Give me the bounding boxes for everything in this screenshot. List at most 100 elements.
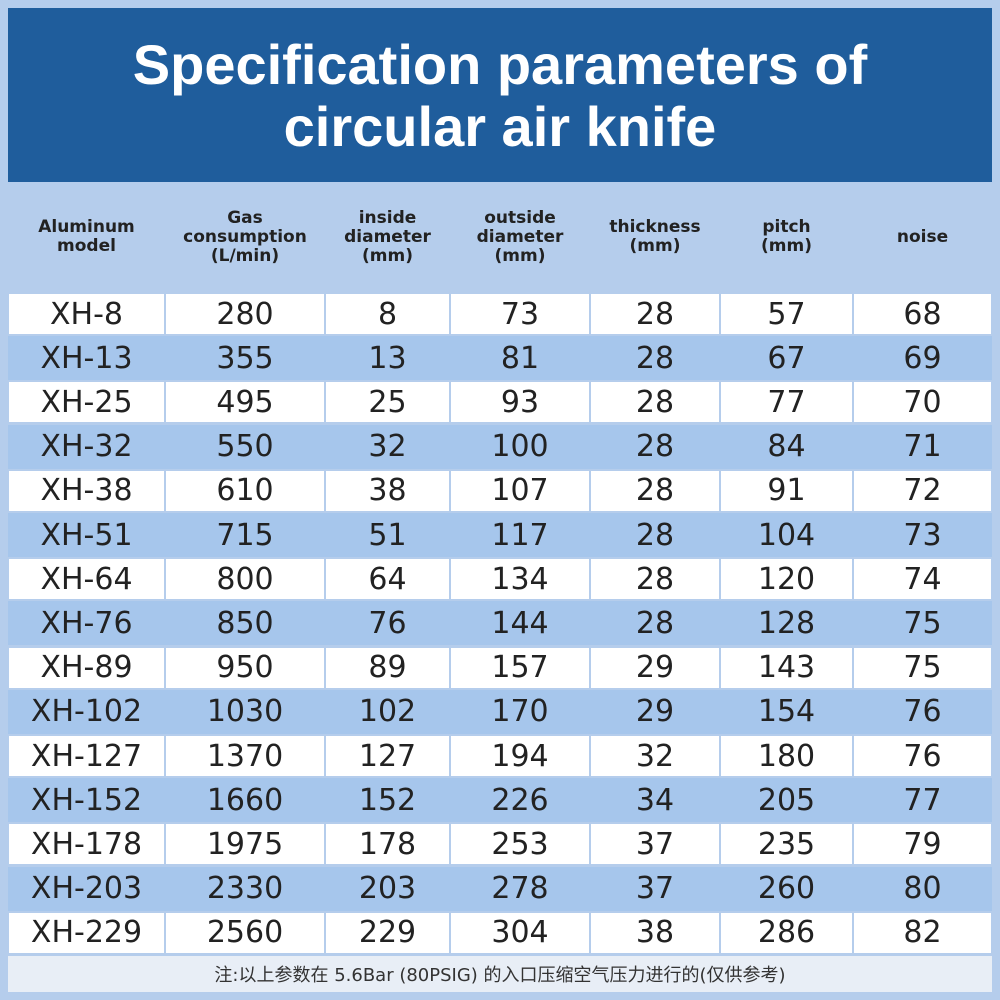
- table-row: XH-127 1370 127 194 32 180 76: [8, 734, 992, 778]
- header-line: thickness: [609, 217, 701, 237]
- table-cell: 715: [216, 517, 274, 553]
- column-header: Gas consumption (L/min): [165, 182, 325, 292]
- table-row: XH-203 2330 203 278 37 260 80: [8, 866, 992, 911]
- column-header: noise: [853, 182, 992, 292]
- table-row: XH-229 2560 229 304 38 286 82: [8, 911, 992, 955]
- table-cell: 28: [635, 517, 675, 553]
- table-cell: 25: [326, 382, 449, 423]
- table-cell: 205: [757, 782, 816, 818]
- table-cell: 1975: [166, 824, 324, 865]
- header-line: Aluminum: [38, 217, 135, 237]
- table-cell: 64: [326, 559, 449, 600]
- table-cell: XH-51: [40, 517, 133, 553]
- table-cell: 100: [491, 429, 549, 465]
- table-cell: XH-178: [9, 824, 164, 865]
- header-line: diameter: [344, 226, 431, 247]
- table-cell: 235: [721, 824, 852, 865]
- table-cell: 178: [326, 824, 449, 865]
- table-cell: 76: [903, 694, 942, 730]
- table-cell: 850: [216, 605, 274, 641]
- table-cell: 68: [854, 294, 991, 334]
- table-cell: 154: [757, 694, 816, 730]
- table-cell: 8: [326, 294, 449, 334]
- table-cell: 73: [451, 294, 589, 334]
- table-cell: 280: [166, 294, 324, 334]
- table-cell: 77: [903, 782, 942, 818]
- table-cell: 34: [635, 782, 675, 818]
- table-cell: 69: [903, 340, 942, 376]
- column-header: thickness (mm): [590, 182, 720, 292]
- table-cell: 2330: [206, 871, 284, 907]
- table-cell: 286: [721, 912, 852, 953]
- column-header: outside diameter (mm): [450, 182, 590, 292]
- table-cell: 144: [491, 605, 549, 641]
- table-cell: 229: [326, 912, 449, 953]
- column-header: pitch (mm): [720, 182, 853, 292]
- title-line: circular air knife: [283, 95, 717, 158]
- table-cell: 550: [216, 429, 274, 465]
- table-cell: 127: [326, 736, 449, 776]
- table-cell: 72: [854, 470, 991, 511]
- header-line: consumption: [183, 226, 307, 247]
- table-cell: XH-102: [30, 694, 143, 730]
- table-cell: 1030: [206, 694, 284, 730]
- table-cell: 1660: [206, 782, 284, 818]
- header-line: diameter: [476, 226, 564, 247]
- table-cell: 38: [591, 912, 719, 953]
- table-cell: 610: [166, 470, 324, 511]
- table-cell: 800: [166, 559, 324, 600]
- table-cell: 70: [854, 382, 991, 423]
- table-cell: 75: [903, 605, 942, 641]
- table-cell: 67: [767, 340, 806, 376]
- table-cell: 37: [635, 871, 675, 907]
- table-cell: 37: [591, 824, 719, 865]
- table-cell: 71: [903, 429, 942, 465]
- header-line: (L/min): [210, 245, 280, 266]
- table-row: XH-152 1660 152 226 34 205 77: [8, 778, 992, 823]
- table-cell: 104: [757, 517, 816, 553]
- table-cell: XH-13: [40, 340, 133, 376]
- table-cell: XH-32: [40, 429, 133, 465]
- table-cell: 260: [757, 871, 816, 907]
- table-cell: 304: [451, 912, 589, 953]
- table-cell: 28: [591, 470, 719, 511]
- table-cell: 128: [757, 605, 816, 641]
- header-line: (mm): [629, 236, 681, 256]
- table-row: XH-64 800 64 134 28 120 74: [8, 557, 992, 601]
- table-cell: 102: [358, 694, 417, 730]
- table-cell: 75: [854, 647, 991, 688]
- table-cell: 194: [451, 736, 589, 776]
- table-cell: XH-152: [30, 782, 143, 818]
- column-header: Aluminum model: [8, 182, 165, 292]
- table-cell: 253: [451, 824, 589, 865]
- table-cell: 74: [854, 559, 991, 600]
- table-cell: 117: [491, 517, 549, 553]
- column-header: inside diameter (mm): [325, 182, 450, 292]
- header-line: (mm): [362, 245, 413, 266]
- header-line: model: [57, 236, 116, 256]
- header-line: Gas: [227, 207, 263, 228]
- table-cell: 77: [721, 382, 852, 423]
- table-cell: 93: [451, 382, 589, 423]
- table-cell: 495: [166, 382, 324, 423]
- table-cell: 180: [721, 736, 852, 776]
- header-line: outside: [484, 207, 556, 228]
- table-cell: 355: [216, 340, 274, 376]
- header-line: pitch: [762, 217, 811, 237]
- table-row: XH-8 280 8 73 28 57 68: [8, 292, 992, 336]
- table-row: XH-13 355 13 81 28 67 69: [8, 336, 992, 381]
- table-cell: XH-203: [30, 871, 143, 907]
- table-cell: 120: [721, 559, 852, 600]
- table-cell: XH-127: [9, 736, 164, 776]
- table-cell: 134: [451, 559, 589, 600]
- table-cell: 203: [358, 871, 417, 907]
- table-cell: 950: [166, 647, 324, 688]
- table-cell: 170: [491, 694, 549, 730]
- table-cell: 28: [591, 294, 719, 334]
- table-cell: 1370: [166, 736, 324, 776]
- table-row: XH-38 610 38 107 28 91 72: [8, 469, 992, 513]
- table-cell: 28: [635, 429, 675, 465]
- table-cell: 76: [854, 736, 991, 776]
- title-line: Specification parameters of: [132, 33, 868, 96]
